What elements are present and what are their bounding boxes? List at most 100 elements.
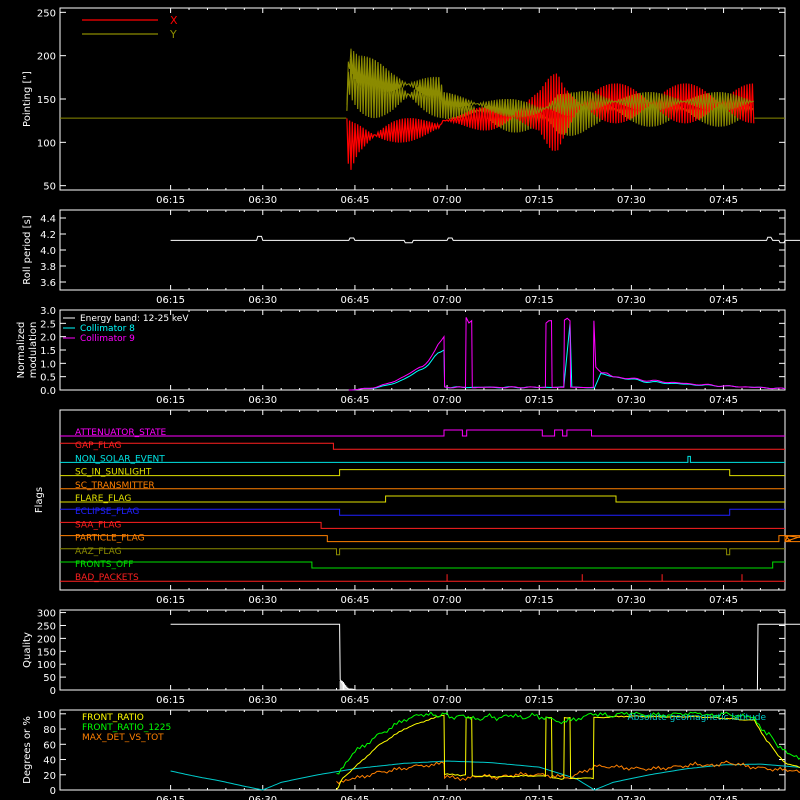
x-tick-label: 06:15 [156,695,185,706]
y-tick-label: 100 [37,660,56,671]
y-tick-label: 4.4 [40,214,56,225]
flag-label: BAD_PACKETS [75,573,139,583]
y-tick-label: 2.0 [40,333,56,344]
y-tick-label: 150 [37,647,56,658]
x-tick-label: 06:45 [341,295,370,306]
x-tick-label: 07:45 [709,595,738,606]
panel-frame-4 [59,409,786,591]
x-tick-label: 06:45 [341,695,370,706]
legend-label: X [170,14,178,27]
y-tick-label: 80 [43,725,56,736]
flag-label: ECLIPSE_FLAG [75,507,139,517]
legend-label: Energy band: 12-25 keV [80,314,189,324]
flag-label: NON_SOLAR_EVENT [75,454,165,464]
x-tick-label: 07:00 [433,295,462,306]
x-tick-label: 06:30 [248,595,277,606]
y-axis-label: Quality [22,632,33,668]
flag-trace [60,469,785,477]
y-tick-label: 200 [37,52,56,63]
legend-label: FRONT_RATIO [82,713,144,723]
flag-label: SC_TRANSMITTER [75,481,155,491]
flag-trace [60,442,785,450]
front-ratio-line [336,714,800,790]
y-tick-label: 3.8 [40,262,56,273]
x-tick-label: 06:15 [156,195,185,206]
legend-label: Y [169,28,177,41]
y-tick-label: 3.6 [40,278,56,289]
legend-label: Collimator 8 [80,324,135,334]
y-axis-label: Pointing ["] [22,71,33,127]
flag-label: FRONTS_OFF [75,560,133,570]
flag-trace [60,495,785,503]
x-tick-label: 07:00 [433,395,462,406]
x-tick-label: 07:30 [617,195,646,206]
x-tick-label: 06:30 [248,695,277,706]
flag-label: GAP_FLAG [75,441,121,451]
x-tick-label: 07:30 [617,595,646,606]
collimator-8-line [348,323,786,391]
y-tick-label: 100 [37,138,56,149]
x-tick-label: 07:15 [525,395,554,406]
x-tick-label: 07:45 [709,295,738,306]
x-tick-label: 06:15 [156,795,185,800]
x-tick-label: 06:30 [248,195,277,206]
y-tick-label: 0 [50,686,56,697]
legend-label: MAX_DET_VS_TOT [82,733,164,743]
x-tick-label: 06:15 [156,295,185,306]
x-tick-label: 06:45 [341,595,370,606]
legend-label: Collimator 9 [80,334,135,344]
x-tick-label: 07:15 [525,795,554,800]
panel-frame-2 [59,209,786,291]
y-tick-label: 250 [37,621,56,632]
y-tick-label: 3.0 [40,306,56,317]
flag-trace [60,561,785,569]
x-tick-label: 07:45 [709,195,738,206]
x-tick-label: 07:45 [709,395,738,406]
collimator-9-line [348,317,786,391]
y-tick-label: 4.0 [40,246,56,257]
x-tick-label: 07:30 [617,395,646,406]
x-tick-label: 07:00 [433,795,462,800]
y-tick-label: 300 [37,609,56,620]
x-tick-label: 06:45 [341,395,370,406]
x-tick-label: 07:00 [433,595,462,606]
x-tick-label: 06:15 [156,595,185,606]
flag-trace [60,535,800,543]
series-x-line [346,73,755,170]
x-tick-label: 07:30 [617,695,646,706]
y-axis-label: Roll period [s] [22,215,33,284]
y-label-line: Normalized [16,322,27,379]
flag-label: AAZ_FLAG [75,547,122,557]
roll-period-line [170,235,800,244]
x-tick-label: 07:15 [525,595,554,606]
series-y-overlay [346,48,754,118]
x-tick-label: 06:30 [248,795,277,800]
y-axis-label: Normalizedmodulation [16,322,39,379]
y-tick-label: 50 [43,182,56,193]
flag-label: SC_IN_SUNLIGHT [75,468,152,478]
y-tick-label: 1.0 [40,359,56,370]
max-det-vs-tot-line [336,760,800,785]
y-tick-label: 40 [43,756,56,767]
y-tick-label: 0.5 [40,373,56,384]
flag-trace [60,429,785,437]
y-tick-label: 250 [37,8,56,19]
x-tick-label: 07:00 [433,695,462,706]
y-axis-label: Degrees or % [22,716,33,784]
y-tick-label: 1.5 [40,346,56,357]
x-tick-label: 07:15 [525,695,554,706]
x-tick-label: 07:45 [709,795,738,800]
x-tick-label: 06:30 [248,295,277,306]
x-tick-label: 07:30 [617,795,646,800]
y-tick-label: 100 [37,710,56,721]
y-tick-label: 0 [50,786,56,797]
flag-label: FLARE_FLAG [75,494,131,504]
y-tick-label: 2.5 [40,319,56,330]
flag-label: SAA_FLAG [75,520,121,530]
y-tick-label: 60 [43,740,56,751]
x-tick-label: 06:15 [156,395,185,406]
x-tick-label: 06:45 [341,795,370,800]
flag-label: PARTICLE_FLAG [75,534,145,544]
y-label-line: modulation [28,322,39,379]
